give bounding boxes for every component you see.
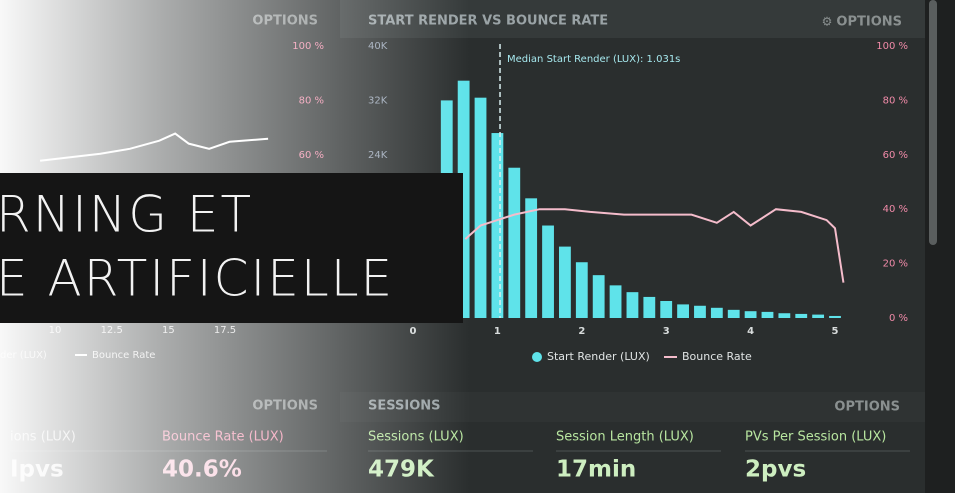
bar bbox=[829, 316, 841, 318]
bar bbox=[542, 226, 554, 318]
dashboard: OPTIONS100 %80 %60 %1012.51517.5der (LUX… bbox=[0, 0, 955, 493]
bar bbox=[627, 292, 639, 318]
y2-tick-label: 80 % bbox=[883, 95, 908, 106]
bar bbox=[610, 285, 622, 318]
metric-label: PVs Per Session (LUX) bbox=[745, 430, 886, 445]
bar bbox=[508, 168, 520, 318]
metric-label: Session Length (LUX) bbox=[556, 430, 694, 445]
scrollbar-thumb[interactable] bbox=[929, 0, 937, 245]
bar bbox=[576, 262, 588, 318]
bar bbox=[593, 275, 605, 318]
x-tick-label: 2 bbox=[578, 326, 585, 337]
metric-value: 17min bbox=[556, 457, 636, 483]
metric-value: 2pvs bbox=[745, 457, 806, 483]
bar bbox=[475, 98, 487, 318]
bar bbox=[559, 247, 571, 318]
x-tick-label: 5 bbox=[832, 326, 839, 337]
y2-tick-label: 0 % bbox=[889, 313, 908, 324]
options-button[interactable]: OPTIONS bbox=[834, 400, 900, 415]
x-tick-label: 3 bbox=[663, 326, 670, 337]
y2-tick-label: 100 % bbox=[876, 41, 908, 52]
bar bbox=[677, 304, 689, 318]
bar bbox=[525, 198, 537, 318]
bar bbox=[643, 297, 655, 318]
legend-label: Start Render (LUX) bbox=[547, 350, 650, 363]
y2-tick-label: 60 % bbox=[883, 150, 908, 161]
y2-tick-label: 40 % bbox=[883, 204, 908, 215]
bar bbox=[812, 315, 824, 318]
x-tick-label: 1 bbox=[494, 326, 501, 337]
overlay: RNING ET E ARTIFICIELLE bbox=[0, 173, 463, 323]
bar bbox=[694, 306, 706, 318]
bar bbox=[778, 313, 790, 318]
bar bbox=[728, 310, 740, 318]
options-button[interactable]: OPTIONS bbox=[836, 15, 902, 30]
bar bbox=[711, 308, 723, 318]
bar bbox=[795, 314, 807, 318]
banner-line: E ARTIFICIELLE bbox=[0, 250, 394, 308]
bar bbox=[491, 133, 503, 318]
y2-tick-label: 20 % bbox=[883, 259, 908, 270]
bar bbox=[745, 311, 757, 318]
bar bbox=[762, 312, 774, 318]
banner-line: RNING ET bbox=[0, 186, 253, 244]
options-icon: ⚙ bbox=[822, 15, 833, 29]
median-label: Median Start Render (LUX): 1.031s bbox=[507, 54, 680, 65]
bar bbox=[660, 301, 672, 318]
page: OPTIONS100 %80 %60 %1012.51517.5der (LUX… bbox=[0, 0, 955, 493]
legend-swatch bbox=[532, 352, 542, 362]
legend-label: Bounce Rate bbox=[682, 350, 752, 363]
x-tick-label: 4 bbox=[747, 326, 754, 337]
